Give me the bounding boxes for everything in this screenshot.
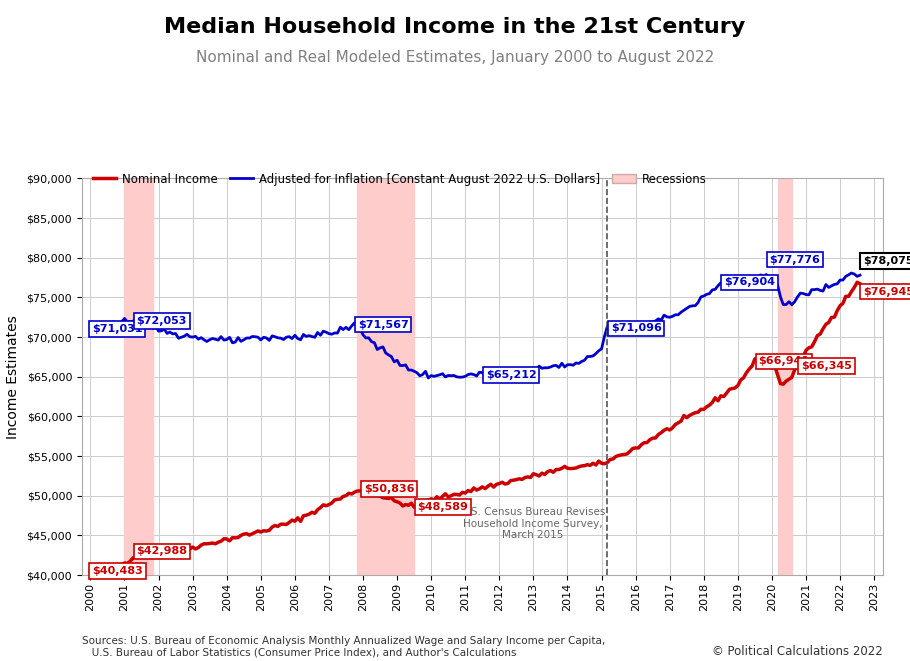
Text: $40,483: $40,483 — [92, 566, 143, 576]
Text: $50,836: $50,836 — [364, 484, 414, 494]
Y-axis label: Income Estimates: Income Estimates — [5, 315, 20, 439]
Text: $76,945: $76,945 — [864, 286, 910, 297]
Text: $78,075: $78,075 — [864, 256, 910, 266]
Text: Sources: U.S. Bureau of Economic Analysis Monthly Annualized Wage and Salary Inc: Sources: U.S. Bureau of Economic Analysi… — [82, 636, 605, 658]
Bar — [778, 178, 792, 575]
Text: $65,212: $65,212 — [486, 370, 537, 380]
Legend: Nominal Income, Adjusted for Inflation [Constant August 2022 U.S. Dollars], Rece: Nominal Income, Adjusted for Inflation [… — [87, 168, 711, 190]
Text: Nominal and Real Modeled Estimates, January 2000 to August 2022: Nominal and Real Modeled Estimates, Janu… — [196, 50, 714, 65]
Text: U.S. Census Bureau Revises
Household Income Survey,
March 2015: U.S. Census Bureau Revises Household Inc… — [460, 507, 606, 540]
Text: $72,053: $72,053 — [136, 316, 187, 326]
Text: $66,345: $66,345 — [801, 361, 852, 371]
Text: $71,567: $71,567 — [358, 320, 409, 330]
Bar — [358, 178, 414, 575]
Text: Median Household Income in the 21st Century: Median Household Income in the 21st Cent… — [165, 17, 745, 36]
Text: $66,941: $66,941 — [758, 356, 810, 366]
Text: $77,776: $77,776 — [770, 254, 821, 264]
Text: $42,988: $42,988 — [136, 547, 187, 557]
Bar — [125, 178, 153, 575]
Text: $76,904: $76,904 — [724, 278, 775, 288]
Text: © Political Calculations 2022: © Political Calculations 2022 — [712, 644, 883, 658]
Text: $48,589: $48,589 — [418, 502, 469, 512]
Text: $71,031: $71,031 — [92, 324, 143, 334]
Text: $71,096: $71,096 — [611, 323, 662, 333]
